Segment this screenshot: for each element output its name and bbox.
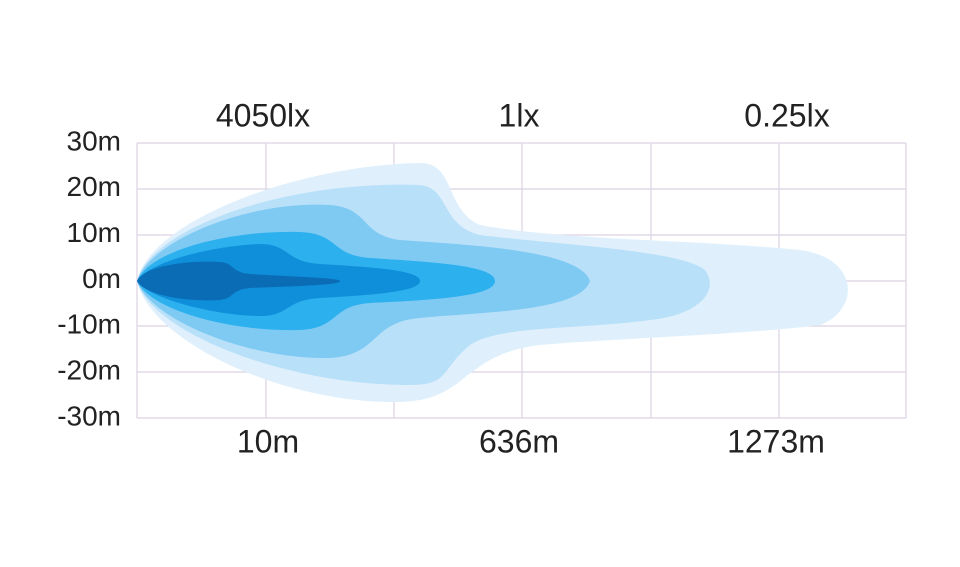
- y-label: -10m: [57, 309, 121, 340]
- y-label: 20m: [67, 171, 121, 202]
- lux-label: 1lx: [499, 97, 540, 133]
- lux-label: 4050lx: [216, 97, 310, 133]
- lux-label: 0.25lx: [744, 97, 829, 133]
- contour: [137, 261, 340, 301]
- y-label: -20m: [57, 355, 121, 386]
- y-label: 0m: [82, 263, 121, 294]
- y-label: 30m: [67, 125, 121, 156]
- distance-label: 10m: [237, 423, 299, 459]
- y-label: -30m: [57, 400, 121, 431]
- distance-label: 1273m: [727, 423, 825, 459]
- distance-label: 636m: [479, 423, 559, 459]
- y-label: 10m: [67, 217, 121, 248]
- beam-contours: [137, 162, 848, 403]
